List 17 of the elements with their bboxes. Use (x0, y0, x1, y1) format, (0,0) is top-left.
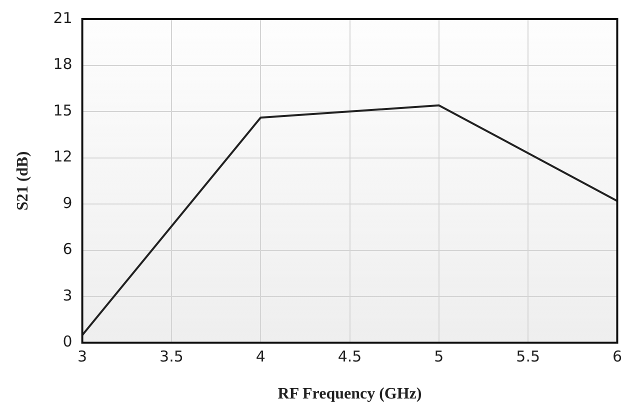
x-tick-label: 4 (256, 348, 266, 366)
x-tick-label: 6 (612, 348, 622, 366)
y-tick-label: 0 (62, 332, 72, 351)
y-tick-label: 21 (53, 8, 72, 27)
y-tick-label: 3 (62, 286, 72, 304)
y-tick-label: 9 (62, 194, 72, 212)
x-tick-label: 3.5 (160, 348, 184, 366)
x-tick-label: 5 (434, 348, 444, 366)
y-tick-label: 6 (62, 240, 72, 258)
x-tick-label: 4.5 (338, 348, 362, 366)
y-axis-title: S21 (dB) (14, 151, 32, 210)
x-tick-label: 5.5 (516, 348, 540, 366)
x-tick-label: 3 (78, 348, 88, 366)
y-tick-label: 18 (53, 55, 72, 74)
y-tick-label: 15 (53, 101, 72, 120)
x-axis-title: RF Frequency (GHz) (278, 386, 422, 403)
y-tick-label: 12 (53, 148, 72, 166)
